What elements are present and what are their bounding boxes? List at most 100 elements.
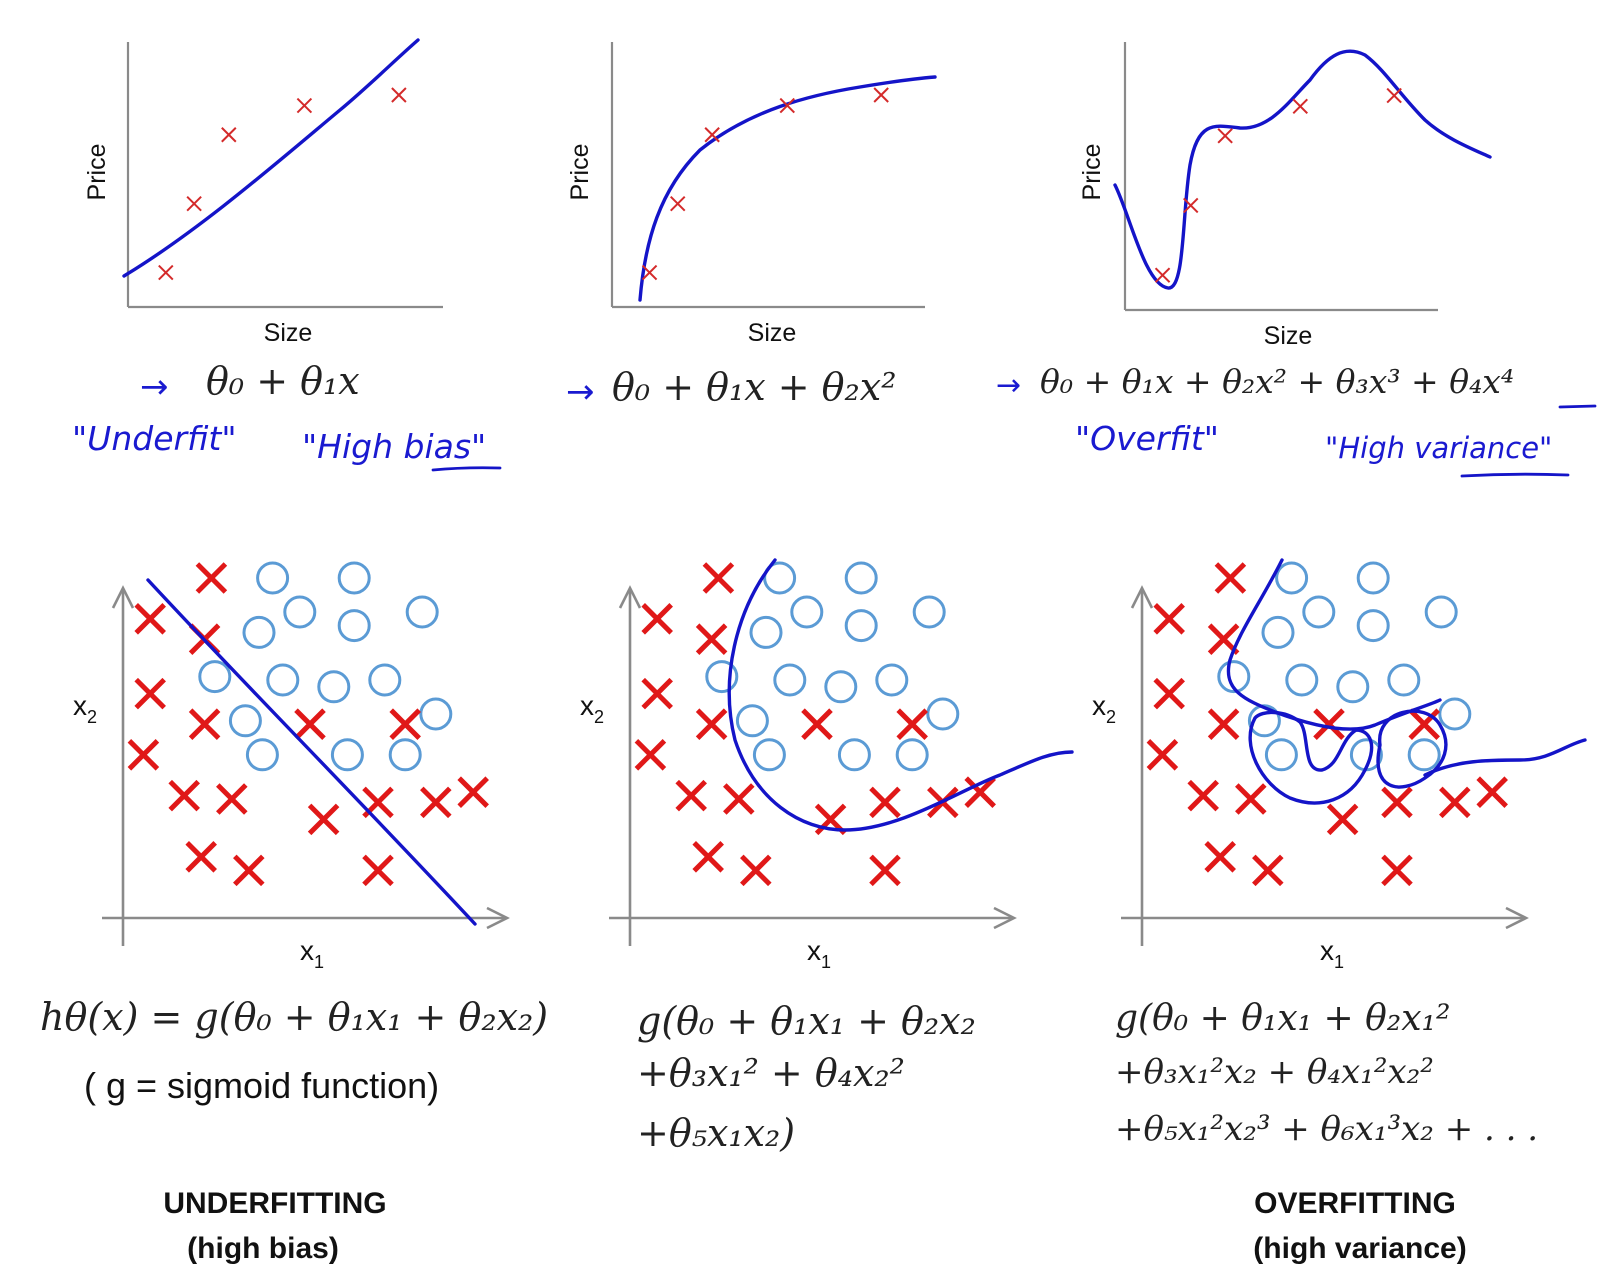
class-circle-point xyxy=(824,670,858,704)
hypothesis-formula: hθ(x) = g(θ₀ + θ₁x₁ + θ₂x₂) xyxy=(40,995,548,1039)
class-cross-point xyxy=(362,854,394,887)
y-axis-label: x2 xyxy=(73,690,97,727)
caption-title: UNDERFITTING xyxy=(163,1187,386,1220)
annotation-high-bias: "High bias" xyxy=(302,427,486,466)
data-marks xyxy=(1146,561,1508,887)
class-cross-point xyxy=(1476,776,1508,808)
class-circle-point xyxy=(419,697,453,731)
class-circle-point xyxy=(752,738,786,772)
class-circle-point xyxy=(1264,738,1298,772)
class-circle-point xyxy=(317,670,351,704)
class-circle-point xyxy=(337,561,371,595)
caption-subtitle: (high bias) xyxy=(187,1232,339,1265)
class-circle-point xyxy=(1217,660,1251,694)
class-cross-point xyxy=(1235,783,1267,815)
data-marks xyxy=(634,561,996,887)
quadratic-fit-curve xyxy=(638,75,937,302)
class-circle-point xyxy=(912,595,946,629)
class-cross-point xyxy=(195,562,228,594)
class-cross-point xyxy=(185,841,217,873)
class-cross-point xyxy=(869,786,901,819)
class-circle-point xyxy=(228,704,262,738)
caption-title: OVERFITTING xyxy=(1254,1187,1456,1220)
caption-subtitle: (high variance) xyxy=(1253,1232,1466,1265)
class-circle-point xyxy=(1356,561,1390,595)
classification-panel-underfit: x2 x1 hθ(x) = g(θ₀ + θ₁x₁ + θ₂x₂) ( g = … xyxy=(40,561,548,1265)
y-axis-label: Price xyxy=(83,144,111,201)
quartic-fit-curve xyxy=(1113,49,1492,290)
class-cross-point xyxy=(127,739,160,771)
class-cross-point xyxy=(216,783,248,815)
class-cross-point xyxy=(1153,677,1185,710)
data-point-cross xyxy=(186,195,202,212)
linear-fit-line xyxy=(122,38,420,278)
overfit-decision-boundary xyxy=(1226,558,1587,805)
class-circle-point xyxy=(368,663,402,697)
class-cross-point xyxy=(702,562,735,594)
class-cross-point xyxy=(1187,779,1219,812)
class-cross-point xyxy=(869,854,901,887)
data-point-cross xyxy=(779,97,795,114)
class-circle-point xyxy=(242,615,276,649)
class-cross-point xyxy=(675,779,707,812)
class-circle-point xyxy=(875,663,909,697)
y-axis-label: Price xyxy=(1078,144,1106,201)
class-cross-point xyxy=(801,708,833,740)
regression-panel-justright: Size Price → θ₀ + θ₁x + θ₂x² xyxy=(566,42,937,412)
class-cross-point xyxy=(233,854,265,887)
sigmoid-note: ( g = sigmoid function) xyxy=(84,1065,439,1106)
class-circle-point xyxy=(245,738,279,772)
class-cross-point xyxy=(896,708,928,740)
class-circle-point xyxy=(844,561,878,595)
classification-panel-justright: x2 x1 g(θ₀ + θ₁x₁ + θ₂x₂ +θ₃x₁² + θ₄x₂² … xyxy=(580,558,1074,1155)
x-axis-label: x1 xyxy=(1320,935,1344,972)
class-cross-point xyxy=(1146,739,1179,771)
data-point-cross xyxy=(1217,128,1233,144)
data-point-cross xyxy=(1386,87,1402,104)
class-cross-point xyxy=(1313,708,1345,740)
data-point-cross xyxy=(158,264,174,281)
data-point-cross xyxy=(1154,267,1171,283)
class-circle-point xyxy=(1424,595,1458,629)
x2-axis-arrow xyxy=(111,585,135,946)
class-cross-point xyxy=(134,603,166,635)
x1-axis-arrow xyxy=(1121,906,1529,930)
annotation-overfit: "Overfit" xyxy=(1075,419,1219,458)
class-cross-point xyxy=(1204,841,1236,873)
data-marks xyxy=(127,561,489,887)
class-cross-point xyxy=(740,854,772,887)
regression-panel-overfit: Size Price → θ₀ + θ₁x + θ₂x² + θ₃x³ + θ₄… xyxy=(996,42,1597,478)
class-circle-point xyxy=(1285,663,1319,697)
class-circle-point xyxy=(1336,670,1370,704)
class-circle-point xyxy=(1387,663,1421,697)
class-circle-point xyxy=(705,660,739,694)
class-circle-point xyxy=(844,609,878,643)
x2-axis-arrow xyxy=(1130,585,1154,946)
class-cross-point xyxy=(1214,562,1247,594)
class-circle-point xyxy=(763,561,797,595)
class-cross-point xyxy=(723,783,755,815)
class-cross-point xyxy=(964,776,996,808)
x-axis-label: x1 xyxy=(300,935,324,972)
class-cross-point xyxy=(695,623,728,655)
hand-arrow-icon: → xyxy=(566,372,595,412)
class-cross-point xyxy=(188,708,221,740)
class-cross-point xyxy=(134,677,166,710)
class-circle-point xyxy=(749,615,783,649)
data-point-cross xyxy=(670,195,686,212)
class-cross-point xyxy=(1381,854,1413,887)
data-point-cross xyxy=(391,87,407,103)
x-axis-label: x1 xyxy=(807,935,831,972)
hypothesis-formula-line-3: +θ₅x₁x₂) xyxy=(637,1111,795,1155)
data-marks xyxy=(1154,87,1402,283)
class-cross-point xyxy=(294,708,326,740)
x2-axis-arrow xyxy=(618,585,642,946)
class-circle-point xyxy=(837,738,871,772)
class-circle-point xyxy=(735,704,769,738)
x1-axis-arrow xyxy=(102,906,510,930)
hypothesis-formula: θ₀ + θ₁x xyxy=(206,359,360,403)
hypothesis-formula: θ₀ + θ₁x + θ₂x² + θ₃x³ + θ₄x⁴ xyxy=(1040,362,1514,401)
x-axis-label: Size xyxy=(748,319,797,347)
y-axis-label: x2 xyxy=(1092,690,1116,727)
data-point-cross xyxy=(221,127,237,143)
